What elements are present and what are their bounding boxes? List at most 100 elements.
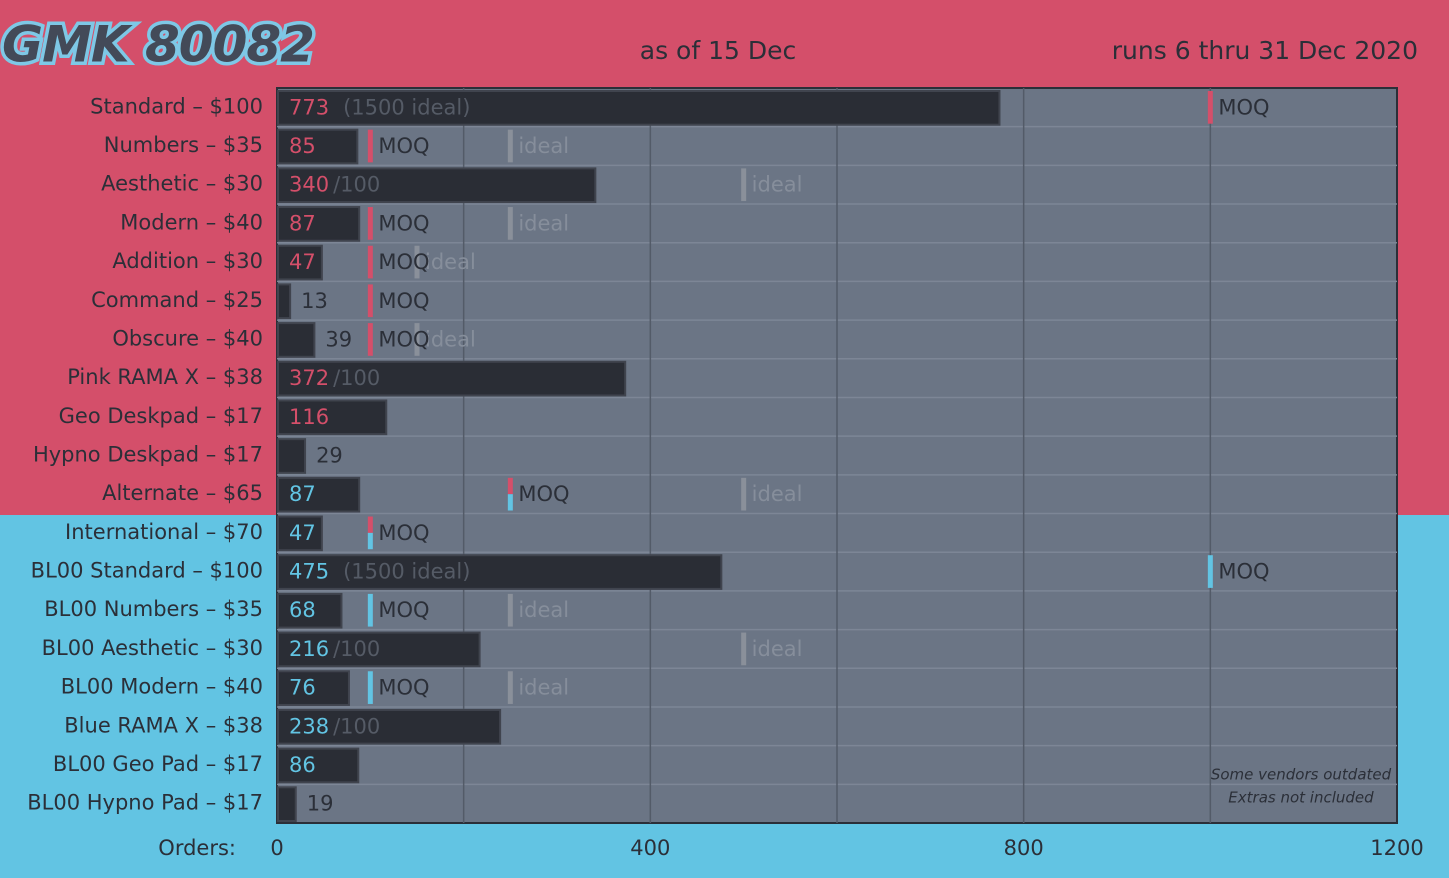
ideal-label: ideal	[518, 598, 569, 622]
ideal-label: ideal	[425, 250, 476, 274]
chart-title: GMK 80082	[2, 16, 314, 74]
bar	[277, 631, 481, 668]
moq-label: MOQ	[378, 211, 429, 235]
marker-segment	[1207, 91, 1213, 124]
value-label: 47	[289, 521, 316, 545]
ideal-label: ideal	[752, 173, 803, 197]
bar	[277, 283, 292, 320]
ideal-marker	[414, 245, 420, 279]
bar	[277, 554, 723, 590]
marker-segment	[414, 245, 420, 279]
value-label: 76	[289, 676, 316, 700]
row-label: BL00 Geo Pad – $17	[53, 752, 263, 776]
value-label: 340	[289, 173, 329, 197]
row-label: Hypno Deskpad – $17	[33, 443, 263, 467]
bar	[277, 244, 323, 281]
bar	[277, 708, 502, 745]
ideal-label: ideal	[752, 482, 803, 506]
moq-label: MOQ	[378, 676, 429, 700]
ideal-marker	[507, 593, 513, 627]
bar	[277, 399, 388, 436]
row-label: BL00 Aesthetic – $30	[42, 636, 263, 660]
moq-label: MOQ	[378, 521, 429, 545]
ideal-label: ideal	[425, 327, 476, 351]
note-label: /100	[333, 366, 380, 390]
moq-marker	[367, 129, 373, 163]
value-label: 29	[316, 444, 343, 468]
marker-segment	[367, 516, 373, 533]
bar	[277, 90, 1001, 126]
ideal-marker	[507, 671, 513, 704]
moq-label: MOQ	[378, 598, 429, 622]
ideal-label: ideal	[518, 676, 569, 700]
footnote: Some vendors outdated	[1211, 766, 1392, 784]
marker-segment	[741, 477, 747, 511]
value-label: 13	[301, 289, 328, 313]
bar	[277, 438, 307, 474]
value-label: 85	[289, 134, 316, 158]
bar	[277, 515, 323, 552]
moq-marker	[1207, 555, 1213, 588]
x-axis-label: Orders:	[158, 836, 236, 860]
row-label: International – $70	[65, 520, 263, 544]
marker-segment	[367, 593, 373, 627]
bar	[277, 128, 359, 165]
value-label: 773	[289, 95, 329, 119]
moq-marker	[367, 671, 373, 704]
ideal-label: ideal	[752, 637, 803, 661]
moq-label: MOQ	[1218, 95, 1269, 119]
value-label: 19	[307, 792, 334, 816]
value-label: 238	[289, 714, 329, 738]
row-label: Standard – $100	[90, 94, 263, 118]
marker-segment	[507, 129, 513, 163]
marker-segment	[507, 671, 513, 704]
value-label: 87	[289, 482, 316, 506]
value-label: 68	[289, 598, 316, 622]
ideal-marker	[507, 207, 513, 240]
marker-segment	[507, 207, 513, 240]
row-label: Aesthetic – $30	[101, 172, 263, 196]
moq-marker	[507, 477, 513, 511]
moq-label: MOQ	[378, 289, 429, 313]
row-label: Numbers – $35	[104, 133, 263, 157]
marker-segment	[367, 129, 373, 163]
bar	[277, 670, 350, 706]
value-label: 216	[289, 637, 329, 661]
row-label: Pink RAMA X – $38	[67, 365, 263, 389]
row-label: BL00 Hypno Pad – $17	[27, 791, 263, 815]
value-label: 39	[325, 327, 352, 351]
moq-marker	[367, 245, 373, 279]
marker-segment	[507, 477, 513, 495]
value-label: 372	[289, 366, 329, 390]
note-label: (1500 ideal)	[343, 95, 470, 119]
x-tick-label: 400	[630, 836, 670, 860]
note-label: (1500 ideal)	[343, 560, 470, 584]
value-label: 47	[289, 250, 316, 274]
marker-segment	[367, 207, 373, 240]
marker-segment	[414, 323, 420, 356]
bar	[277, 747, 360, 784]
marker-segment	[367, 532, 373, 550]
moq-marker	[367, 207, 373, 240]
value-label: 86	[289, 753, 316, 777]
marker-segment	[367, 284, 373, 318]
row-label: BL00 Modern – $40	[61, 675, 263, 699]
value-label: 87	[289, 211, 316, 235]
moq-marker	[367, 516, 373, 550]
x-tick-label: 800	[1004, 836, 1044, 860]
marker-segment	[1207, 555, 1213, 588]
ideal-marker	[741, 632, 747, 666]
marker-segment	[367, 245, 373, 279]
ideal-label: ideal	[518, 211, 569, 235]
moq-marker	[1207, 91, 1213, 124]
bar	[277, 322, 316, 358]
bar	[277, 476, 361, 513]
moq-marker	[367, 323, 373, 356]
moq-label: MOQ	[378, 327, 429, 351]
value-label: 116	[289, 405, 329, 429]
row-label: Obscure – $40	[112, 326, 263, 350]
bar	[277, 360, 627, 397]
note-label: /100	[333, 173, 380, 197]
